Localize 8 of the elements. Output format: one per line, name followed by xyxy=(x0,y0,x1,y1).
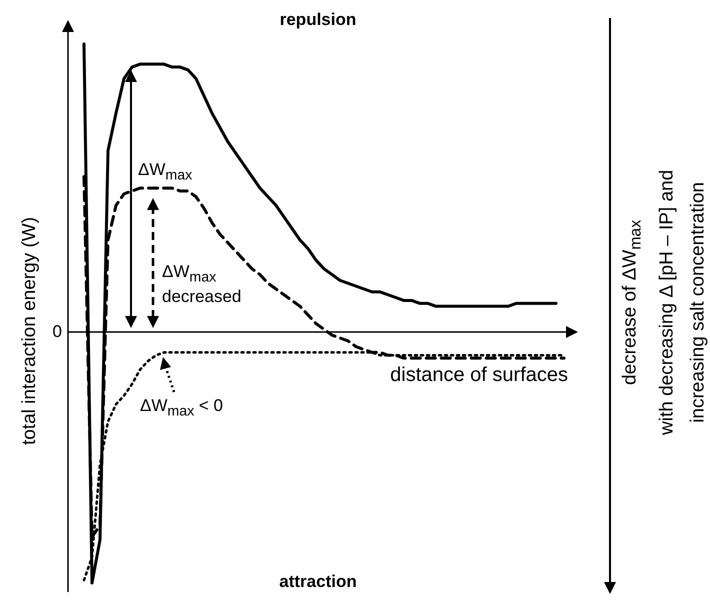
annotation: ΔW$_{max}$ decreased xyxy=(162,262,242,308)
annotation: ΔW$_{max}$ xyxy=(138,160,194,186)
y-axis-title: total interaction energy (W) xyxy=(19,216,41,448)
x-axis-title: distance of surfaces xyxy=(389,364,568,387)
annotation: ΔW$_{max}$ < 0 xyxy=(140,396,224,422)
text: repulsion xyxy=(278,10,358,30)
annotation: attraction xyxy=(278,572,358,592)
text: 0 xyxy=(52,322,62,342)
